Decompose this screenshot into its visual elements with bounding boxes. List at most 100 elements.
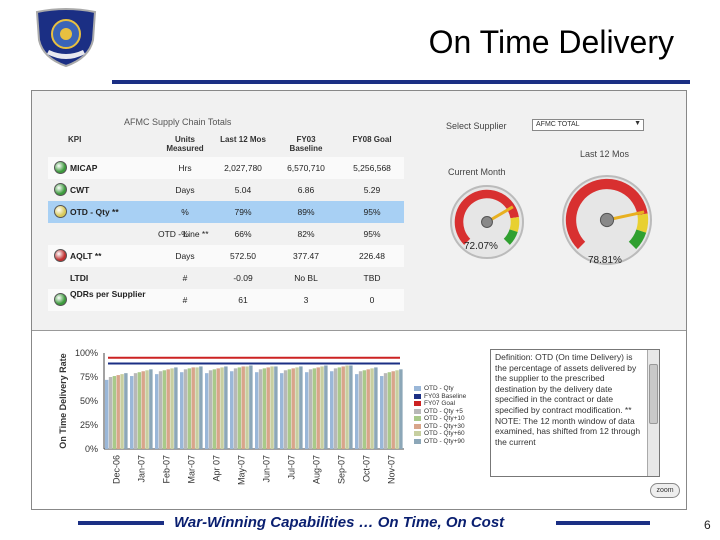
bar <box>183 369 188 449</box>
kpi-units-cell: % <box>181 207 189 217</box>
bar <box>162 370 167 449</box>
kpi-last12-cell: 572.50 <box>230 251 256 261</box>
definition-box[interactable]: Definition: OTD (On time Delivery) is th… <box>490 349 660 477</box>
chevron-down-icon[interactable]: ▼ <box>634 120 641 127</box>
kpi-row[interactable]: QDRs per Supplier #61 3 0 <box>48 289 404 311</box>
kpi-row[interactable]: CWT Days 5.04 6.86 5.29 <box>48 179 404 201</box>
bar <box>241 366 245 449</box>
bar <box>249 365 253 449</box>
y-tick-label: 0% <box>85 444 98 454</box>
bar <box>212 369 217 449</box>
kpi-last12-cell: 2,027,780 <box>224 163 262 173</box>
current-month-label: Current Month <box>448 167 506 177</box>
current-month-gauge <box>450 185 524 259</box>
bar <box>255 372 259 449</box>
kpi-baseline-cell: 377.47 <box>293 251 319 261</box>
gauge-band <box>636 213 649 233</box>
bar <box>170 368 174 449</box>
kpi-units-cell: % <box>181 229 189 239</box>
y-tick-label: 25% <box>80 420 98 430</box>
kpi-goal-cell: TBD <box>363 273 381 283</box>
title-rule <box>112 80 690 84</box>
bar <box>216 368 220 449</box>
legend-item: OTD - Qty <box>412 385 466 393</box>
legend-swatch <box>414 438 421 444</box>
legend-label: OTD - Qty +5 <box>424 407 463 415</box>
bar <box>274 366 278 449</box>
kpi-last12-cell: 79% <box>234 207 252 217</box>
kpi-name: CWT <box>70 185 90 195</box>
bar <box>370 368 374 449</box>
afmc-shield-icon <box>33 6 99 68</box>
bar <box>358 371 363 449</box>
bar <box>258 369 263 449</box>
bar <box>333 368 338 449</box>
bar <box>158 371 163 449</box>
kpi-last12-cell: 5.04 <box>234 185 252 195</box>
kpi-baseline-cell: 89% <box>297 207 315 217</box>
kpi-baseline-cell: 82% <box>297 229 315 239</box>
kpi-units-cell: # <box>182 295 188 305</box>
bar <box>174 367 178 449</box>
bar <box>291 368 295 449</box>
bar <box>149 369 153 449</box>
page-number: 6 <box>704 518 711 532</box>
goal-header: FY08 Goal <box>352 135 392 144</box>
legend-item: FY03 Baseline <box>412 393 466 401</box>
legend-item: OTD - Qty +5 <box>412 408 466 416</box>
green-status-icon <box>54 183 67 196</box>
bar <box>124 373 128 449</box>
footer-text: War-Winning Capabilities … On Time, On C… <box>174 514 505 531</box>
units-header: Units Measured <box>166 135 204 153</box>
kpi-row[interactable]: OTD - Line **% 66% 82% 95% <box>48 223 404 245</box>
footer-rule-right <box>556 521 650 525</box>
gauge-band <box>454 189 519 245</box>
bar <box>187 368 192 449</box>
legend-swatch <box>414 386 421 391</box>
bar <box>233 368 238 449</box>
supplier-select[interactable]: AFMC TOTAL ▼ <box>532 119 644 131</box>
kpi-last12-cell: -0.09 <box>233 273 253 283</box>
kpi-row[interactable]: AQLT ** Days 572.50 377.47 226.48 <box>48 245 404 267</box>
bar <box>299 366 303 449</box>
gauge-hub <box>599 212 615 228</box>
zoom-button[interactable]: zoom <box>650 483 680 498</box>
scrollbar-thumb[interactable] <box>649 364 658 424</box>
bar <box>116 375 120 449</box>
bar <box>366 369 370 449</box>
x-tick-label: May-07 <box>237 455 247 485</box>
kpi-goal-cell: 5.29 <box>363 185 381 195</box>
kpi-row[interactable]: LTDI # -0.09 No BL TBD <box>48 267 404 289</box>
bar <box>280 373 284 449</box>
bar <box>312 368 317 449</box>
x-tick-label: Mar-07 <box>187 455 197 484</box>
bar <box>337 367 342 449</box>
bar <box>112 376 117 449</box>
page-title: On Time Delivery <box>428 24 674 60</box>
kpi-name: MICAP <box>70 163 98 173</box>
kpi-row[interactable]: MICAP Hrs 2,027,780 6,570,710 5,256,568 <box>48 157 404 179</box>
bar <box>266 367 270 449</box>
kpi-baseline-cell: 6,570,710 <box>287 163 325 173</box>
gauge-hub <box>481 216 493 228</box>
y-axis-label: On Time Delivery Rate <box>58 353 68 448</box>
bar <box>130 376 134 449</box>
kpi-last12-cell: 61 <box>238 295 248 305</box>
bar <box>237 367 242 449</box>
baseline-header: FY03 Baseline <box>289 135 323 153</box>
bar <box>230 371 234 449</box>
kpi-goal-cell: 226.48 <box>359 251 385 261</box>
yellow-status-icon <box>54 205 67 218</box>
bar <box>395 370 399 449</box>
legend-item: OTD - Qty+90 <box>412 438 466 446</box>
y-tick-label: 75% <box>80 372 98 382</box>
definition-scrollbar[interactable] <box>647 350 659 476</box>
last12-gauge <box>562 175 652 265</box>
chart-legend: OTD - Qty FY03 Baseline FY07 Goal OTD - Qty… <box>412 385 466 445</box>
gauge-band <box>509 216 520 232</box>
bar <box>320 366 324 449</box>
kpi-name: LTDI <box>70 273 89 283</box>
bar <box>399 369 403 449</box>
kpi-row[interactable]: OTD - Qty **% 79% 89% 95% <box>48 201 404 223</box>
x-tick-label: Nov-07 <box>387 455 397 484</box>
